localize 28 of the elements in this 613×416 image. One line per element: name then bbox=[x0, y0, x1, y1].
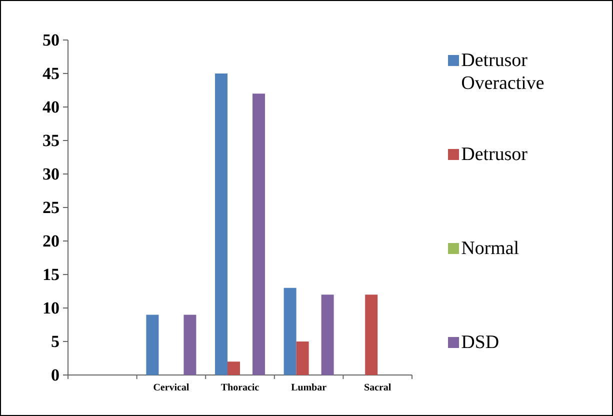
y-tick-label: 30 bbox=[43, 168, 59, 180]
y-tick-label: 15 bbox=[44, 268, 59, 280]
bar bbox=[146, 314, 159, 375]
y-tick-label: 0 bbox=[52, 369, 59, 381]
y-tick-label: 10 bbox=[44, 302, 59, 314]
y-tick-label: 40 bbox=[42, 101, 59, 113]
legend-label: Detrusor Overactive bbox=[462, 54, 544, 90]
legend-label: Detrusor bbox=[462, 148, 528, 160]
bar bbox=[184, 314, 196, 375]
bar bbox=[228, 362, 240, 375]
x-tick-label: Thoracic bbox=[221, 384, 259, 391]
y-tick-label: 20 bbox=[43, 235, 59, 247]
bar bbox=[284, 288, 296, 375]
x-tick-label: Cervical bbox=[154, 384, 190, 391]
bar bbox=[215, 74, 228, 375]
bar bbox=[321, 294, 334, 375]
bar bbox=[296, 342, 309, 375]
y-tick-label: 45 bbox=[42, 68, 59, 80]
x-tick-label: Sacral bbox=[364, 384, 391, 391]
y-tick-label: 35 bbox=[43, 134, 59, 146]
legend-label: Normal bbox=[462, 240, 519, 254]
x-tick-label: Lumbar bbox=[291, 384, 326, 391]
y-tick-label: 5 bbox=[52, 336, 59, 348]
bar bbox=[252, 94, 266, 375]
legend-label: DSD bbox=[462, 335, 498, 348]
bar bbox=[365, 294, 378, 375]
y-tick-label: 25 bbox=[43, 202, 59, 214]
y-tick-label: 50 bbox=[43, 34, 59, 46]
